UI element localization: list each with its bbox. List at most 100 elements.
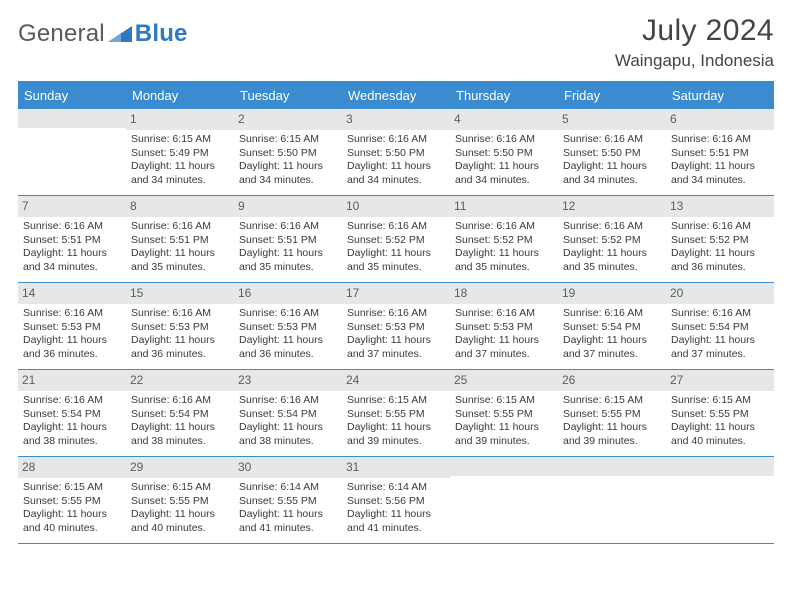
sunrise-text: Sunrise: 6:16 AM	[347, 133, 445, 146]
day-number: 28	[18, 457, 126, 478]
day-cell: 22Sunrise: 6:16 AMSunset: 5:54 PMDayligh…	[126, 370, 234, 456]
brand-logo: General Blue	[18, 20, 188, 48]
dow-sunday: Sunday	[18, 83, 126, 109]
sunset-text: Sunset: 5:54 PM	[23, 408, 121, 421]
day-cell: 7Sunrise: 6:16 AMSunset: 5:51 PMDaylight…	[18, 196, 126, 282]
day-cell: 24Sunrise: 6:15 AMSunset: 5:55 PMDayligh…	[342, 370, 450, 456]
sunset-text: Sunset: 5:56 PM	[347, 495, 445, 508]
daylight-text: Daylight: 11 hours and 36 minutes.	[671, 247, 769, 274]
day-number	[558, 457, 666, 476]
day-number: 22	[126, 370, 234, 391]
dow-monday: Monday	[126, 83, 234, 109]
sunrise-text: Sunrise: 6:16 AM	[131, 394, 229, 407]
day-number: 17	[342, 283, 450, 304]
sunrise-text: Sunrise: 6:16 AM	[23, 307, 121, 320]
daylight-text: Daylight: 11 hours and 37 minutes.	[563, 334, 661, 361]
day-cell	[18, 109, 126, 195]
day-number	[450, 457, 558, 476]
week-row: 7Sunrise: 6:16 AMSunset: 5:51 PMDaylight…	[18, 196, 774, 283]
dow-wednesday: Wednesday	[342, 83, 450, 109]
sunrise-text: Sunrise: 6:15 AM	[131, 481, 229, 494]
sunset-text: Sunset: 5:49 PM	[131, 147, 229, 160]
sunset-text: Sunset: 5:55 PM	[455, 408, 553, 421]
sunrise-text: Sunrise: 6:16 AM	[671, 220, 769, 233]
dow-thursday: Thursday	[450, 83, 558, 109]
dow-header-row: Sunday Monday Tuesday Wednesday Thursday…	[18, 83, 774, 109]
sunrise-text: Sunrise: 6:16 AM	[671, 133, 769, 146]
day-cell: 28Sunrise: 6:15 AMSunset: 5:55 PMDayligh…	[18, 457, 126, 543]
daylight-text: Daylight: 11 hours and 41 minutes.	[347, 508, 445, 535]
day-number: 11	[450, 196, 558, 217]
daylight-text: Daylight: 11 hours and 40 minutes.	[131, 508, 229, 535]
triangle-icon	[108, 24, 132, 44]
day-number: 14	[18, 283, 126, 304]
daylight-text: Daylight: 11 hours and 35 minutes.	[239, 247, 337, 274]
sunset-text: Sunset: 5:55 PM	[347, 408, 445, 421]
daylight-text: Daylight: 11 hours and 38 minutes.	[23, 421, 121, 448]
sunrise-text: Sunrise: 6:15 AM	[131, 133, 229, 146]
day-cell: 11Sunrise: 6:16 AMSunset: 5:52 PMDayligh…	[450, 196, 558, 282]
day-number: 2	[234, 109, 342, 130]
day-number: 10	[342, 196, 450, 217]
week-row: 1Sunrise: 6:15 AMSunset: 5:49 PMDaylight…	[18, 109, 774, 196]
sunset-text: Sunset: 5:52 PM	[347, 234, 445, 247]
day-cell: 18Sunrise: 6:16 AMSunset: 5:53 PMDayligh…	[450, 283, 558, 369]
day-number: 29	[126, 457, 234, 478]
daylight-text: Daylight: 11 hours and 34 minutes.	[455, 160, 553, 187]
sunset-text: Sunset: 5:52 PM	[455, 234, 553, 247]
daylight-text: Daylight: 11 hours and 37 minutes.	[347, 334, 445, 361]
daylight-text: Daylight: 11 hours and 38 minutes.	[131, 421, 229, 448]
brand-word2: Blue	[135, 20, 188, 48]
sunset-text: Sunset: 5:51 PM	[239, 234, 337, 247]
day-number	[666, 457, 774, 476]
day-cell: 9Sunrise: 6:16 AMSunset: 5:51 PMDaylight…	[234, 196, 342, 282]
daylight-text: Daylight: 11 hours and 35 minutes.	[563, 247, 661, 274]
sunrise-text: Sunrise: 6:16 AM	[563, 307, 661, 320]
sunset-text: Sunset: 5:53 PM	[347, 321, 445, 334]
weeks-container: 1Sunrise: 6:15 AMSunset: 5:49 PMDaylight…	[18, 109, 774, 544]
sunset-text: Sunset: 5:50 PM	[563, 147, 661, 160]
day-number: 3	[342, 109, 450, 130]
day-number: 9	[234, 196, 342, 217]
day-cell: 23Sunrise: 6:16 AMSunset: 5:54 PMDayligh…	[234, 370, 342, 456]
title-block: July 2024 Waingapu, Indonesia	[615, 14, 774, 71]
sunset-text: Sunset: 5:55 PM	[23, 495, 121, 508]
day-number: 13	[666, 196, 774, 217]
sunrise-text: Sunrise: 6:16 AM	[563, 133, 661, 146]
location-subtitle: Waingapu, Indonesia	[615, 51, 774, 71]
sunset-text: Sunset: 5:55 PM	[239, 495, 337, 508]
day-number: 27	[666, 370, 774, 391]
sunrise-text: Sunrise: 6:16 AM	[563, 220, 661, 233]
day-cell: 26Sunrise: 6:15 AMSunset: 5:55 PMDayligh…	[558, 370, 666, 456]
sunrise-text: Sunrise: 6:14 AM	[347, 481, 445, 494]
dow-saturday: Saturday	[666, 83, 774, 109]
day-number: 30	[234, 457, 342, 478]
day-cell: 30Sunrise: 6:14 AMSunset: 5:55 PMDayligh…	[234, 457, 342, 543]
sunset-text: Sunset: 5:51 PM	[131, 234, 229, 247]
sunrise-text: Sunrise: 6:16 AM	[239, 394, 337, 407]
sunset-text: Sunset: 5:53 PM	[455, 321, 553, 334]
sunrise-text: Sunrise: 6:14 AM	[239, 481, 337, 494]
day-cell: 2Sunrise: 6:15 AMSunset: 5:50 PMDaylight…	[234, 109, 342, 195]
daylight-text: Daylight: 11 hours and 38 minutes.	[239, 421, 337, 448]
sunset-text: Sunset: 5:52 PM	[563, 234, 661, 247]
day-number: 19	[558, 283, 666, 304]
day-number	[18, 109, 126, 128]
sunset-text: Sunset: 5:51 PM	[23, 234, 121, 247]
dow-friday: Friday	[558, 83, 666, 109]
sunset-text: Sunset: 5:53 PM	[131, 321, 229, 334]
sunset-text: Sunset: 5:55 PM	[563, 408, 661, 421]
month-title: July 2024	[615, 14, 774, 48]
sunset-text: Sunset: 5:55 PM	[671, 408, 769, 421]
daylight-text: Daylight: 11 hours and 36 minutes.	[23, 334, 121, 361]
brand-word1: General	[18, 20, 105, 48]
sunset-text: Sunset: 5:54 PM	[671, 321, 769, 334]
day-cell	[450, 457, 558, 543]
day-cell: 17Sunrise: 6:16 AMSunset: 5:53 PMDayligh…	[342, 283, 450, 369]
sunset-text: Sunset: 5:50 PM	[239, 147, 337, 160]
sunrise-text: Sunrise: 6:16 AM	[455, 133, 553, 146]
day-number: 7	[18, 196, 126, 217]
day-number: 5	[558, 109, 666, 130]
daylight-text: Daylight: 11 hours and 39 minutes.	[563, 421, 661, 448]
day-cell: 5Sunrise: 6:16 AMSunset: 5:50 PMDaylight…	[558, 109, 666, 195]
